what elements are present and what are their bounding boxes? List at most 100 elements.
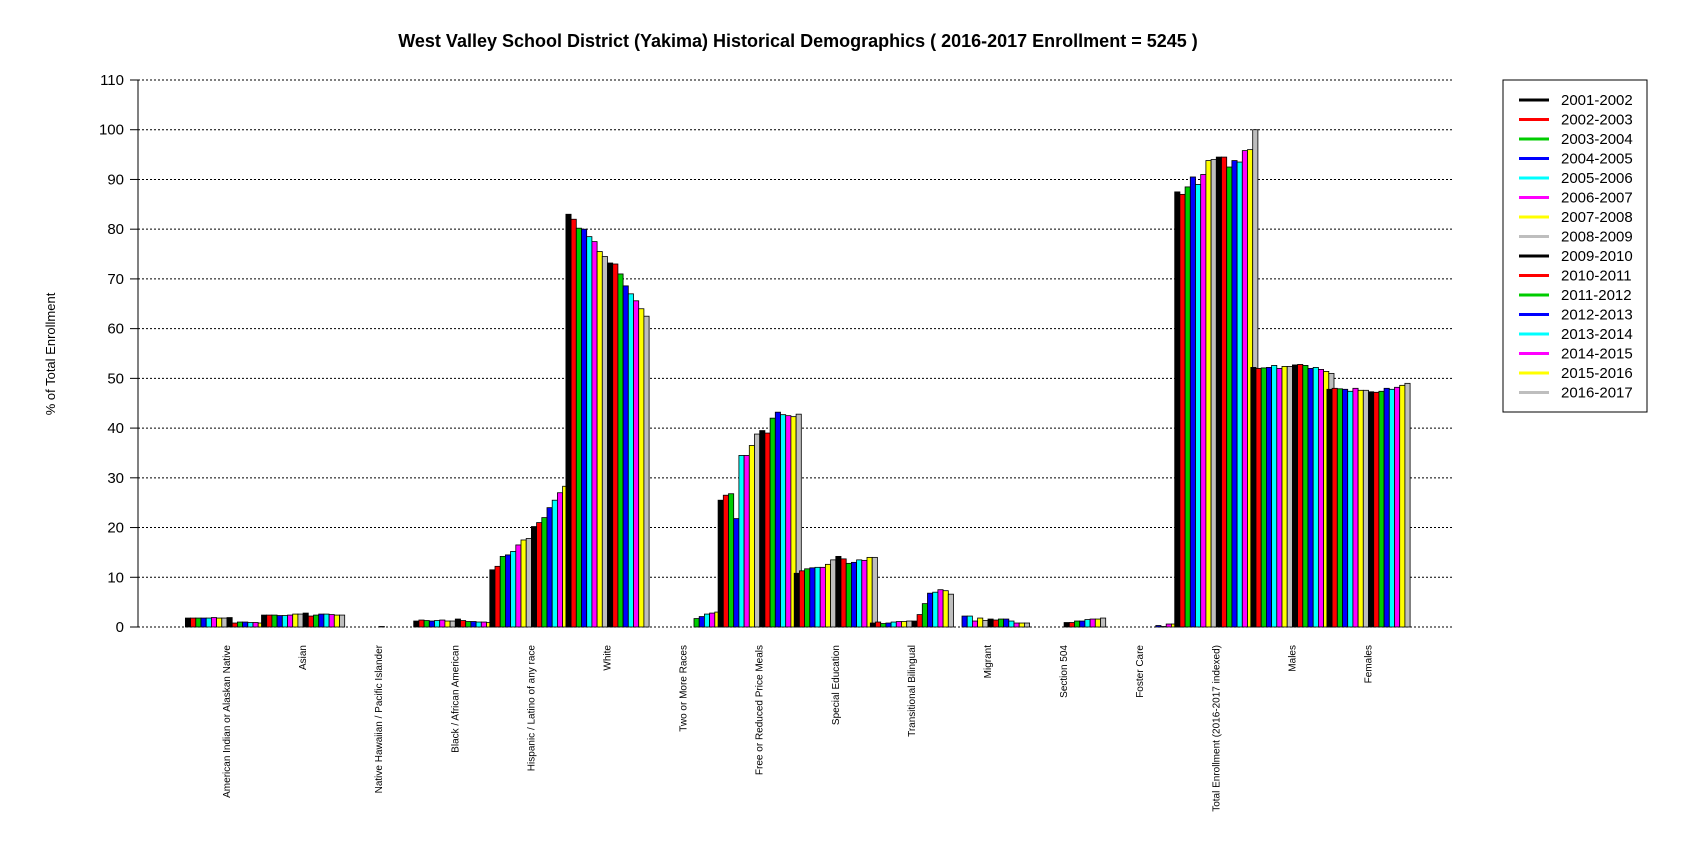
- bar: [1226, 166, 1233, 628]
- bar: [895, 621, 902, 628]
- bar: [591, 241, 598, 628]
- bar: [835, 555, 842, 628]
- x-axis-labels: American Indian or Alaskan Native Asian Na…: [222, 644, 1375, 811]
- bar: [271, 614, 278, 628]
- bar: [840, 558, 847, 628]
- bar: [627, 293, 634, 628]
- legend-label: 2006-2007: [1561, 190, 1633, 207]
- bar: [1174, 191, 1181, 628]
- bar: [942, 590, 949, 628]
- bar: [465, 621, 472, 628]
- bar: [454, 618, 461, 628]
- bar: [1276, 368, 1283, 628]
- bar: [1342, 388, 1349, 628]
- bar: [1336, 388, 1343, 628]
- bar: [880, 623, 887, 628]
- bar: [754, 433, 761, 628]
- bar: [439, 619, 446, 628]
- y-tick-label: 0: [116, 619, 124, 636]
- bar: [717, 499, 724, 628]
- bar: [601, 256, 608, 628]
- bar: [378, 626, 385, 628]
- bar: [546, 507, 553, 628]
- bar: [323, 613, 330, 628]
- x-tick-label: Free or Reduced Price Meals: [755, 645, 766, 775]
- x-tick-label: Transitional Bilingual: [907, 645, 918, 737]
- bar: [247, 622, 254, 628]
- bar: [998, 618, 1005, 628]
- bar: [1063, 622, 1070, 628]
- bar: [1024, 622, 1031, 628]
- bar: [1236, 161, 1243, 628]
- x-tick-label: Females: [1364, 645, 1375, 683]
- bar: [1160, 626, 1167, 628]
- bar: [1373, 391, 1380, 628]
- bar: [1089, 618, 1096, 628]
- legend-label: 2003-2004: [1561, 131, 1633, 148]
- x-tick-label: Section 504: [1059, 645, 1070, 698]
- bar: [1318, 369, 1325, 628]
- bar: [328, 614, 335, 628]
- bar: [617, 273, 624, 628]
- bar: [1255, 368, 1262, 628]
- bar: [759, 430, 766, 628]
- bar: [1200, 174, 1207, 628]
- bar: [525, 538, 532, 628]
- bar: [434, 620, 441, 628]
- bar: [921, 603, 928, 628]
- bar: [890, 621, 897, 628]
- bar: [633, 300, 640, 628]
- bar: [1266, 367, 1273, 628]
- y-tick-label: 60: [107, 321, 124, 338]
- bar: [748, 445, 755, 628]
- bar: [236, 621, 243, 628]
- x-tick-label: Migrant: [983, 645, 994, 679]
- bars: [184, 129, 1411, 628]
- bar: [221, 617, 228, 628]
- x-tick-label: Asian: [298, 645, 309, 670]
- bar: [1100, 617, 1107, 628]
- bar: [444, 620, 451, 628]
- bar: [475, 621, 482, 628]
- bar: [581, 228, 588, 628]
- bar: [1260, 367, 1267, 628]
- legend-label: 2007-2008: [1561, 209, 1633, 226]
- bar: [460, 620, 467, 628]
- x-tick-label: American Indian or Alaskan Native: [222, 645, 233, 798]
- bar: [992, 619, 999, 628]
- bar: [819, 566, 826, 628]
- x-tick-label: Males: [1287, 645, 1298, 672]
- bar: [1297, 364, 1304, 628]
- bar: [515, 544, 522, 628]
- bar: [1195, 184, 1202, 628]
- bar: [1013, 622, 1020, 628]
- bar: [861, 559, 868, 628]
- legend-label: 2015-2016: [1561, 365, 1633, 382]
- y-axis-label: % of Total Enrollment: [43, 292, 58, 415]
- bar: [709, 612, 716, 628]
- y-tick-label: 30: [107, 470, 124, 487]
- x-tick-label: Hispanic / Latino of any race: [526, 645, 537, 772]
- legend-label: 2002-2003: [1561, 112, 1633, 129]
- bar: [266, 614, 273, 628]
- bar: [575, 227, 582, 628]
- x-tick-label: Native Hawaiian / Pacific Islander: [374, 644, 385, 793]
- bar: [596, 251, 603, 628]
- bar: [504, 554, 511, 628]
- y-tick-label: 10: [107, 569, 124, 586]
- bar: [1347, 390, 1354, 628]
- legend-label: 2012-2013: [1561, 307, 1633, 324]
- bar: [728, 493, 735, 628]
- bar: [339, 614, 346, 628]
- bar: [276, 615, 283, 628]
- bar: [1368, 391, 1375, 628]
- bar: [932, 591, 939, 628]
- bar: [804, 568, 811, 628]
- x-tick-label: Special Education: [831, 645, 842, 725]
- bar: [871, 556, 878, 628]
- legend-label: 2011-2012: [1561, 287, 1632, 304]
- bar: [1155, 625, 1162, 628]
- bar: [612, 263, 619, 628]
- bar: [510, 551, 517, 628]
- bar: [774, 411, 781, 628]
